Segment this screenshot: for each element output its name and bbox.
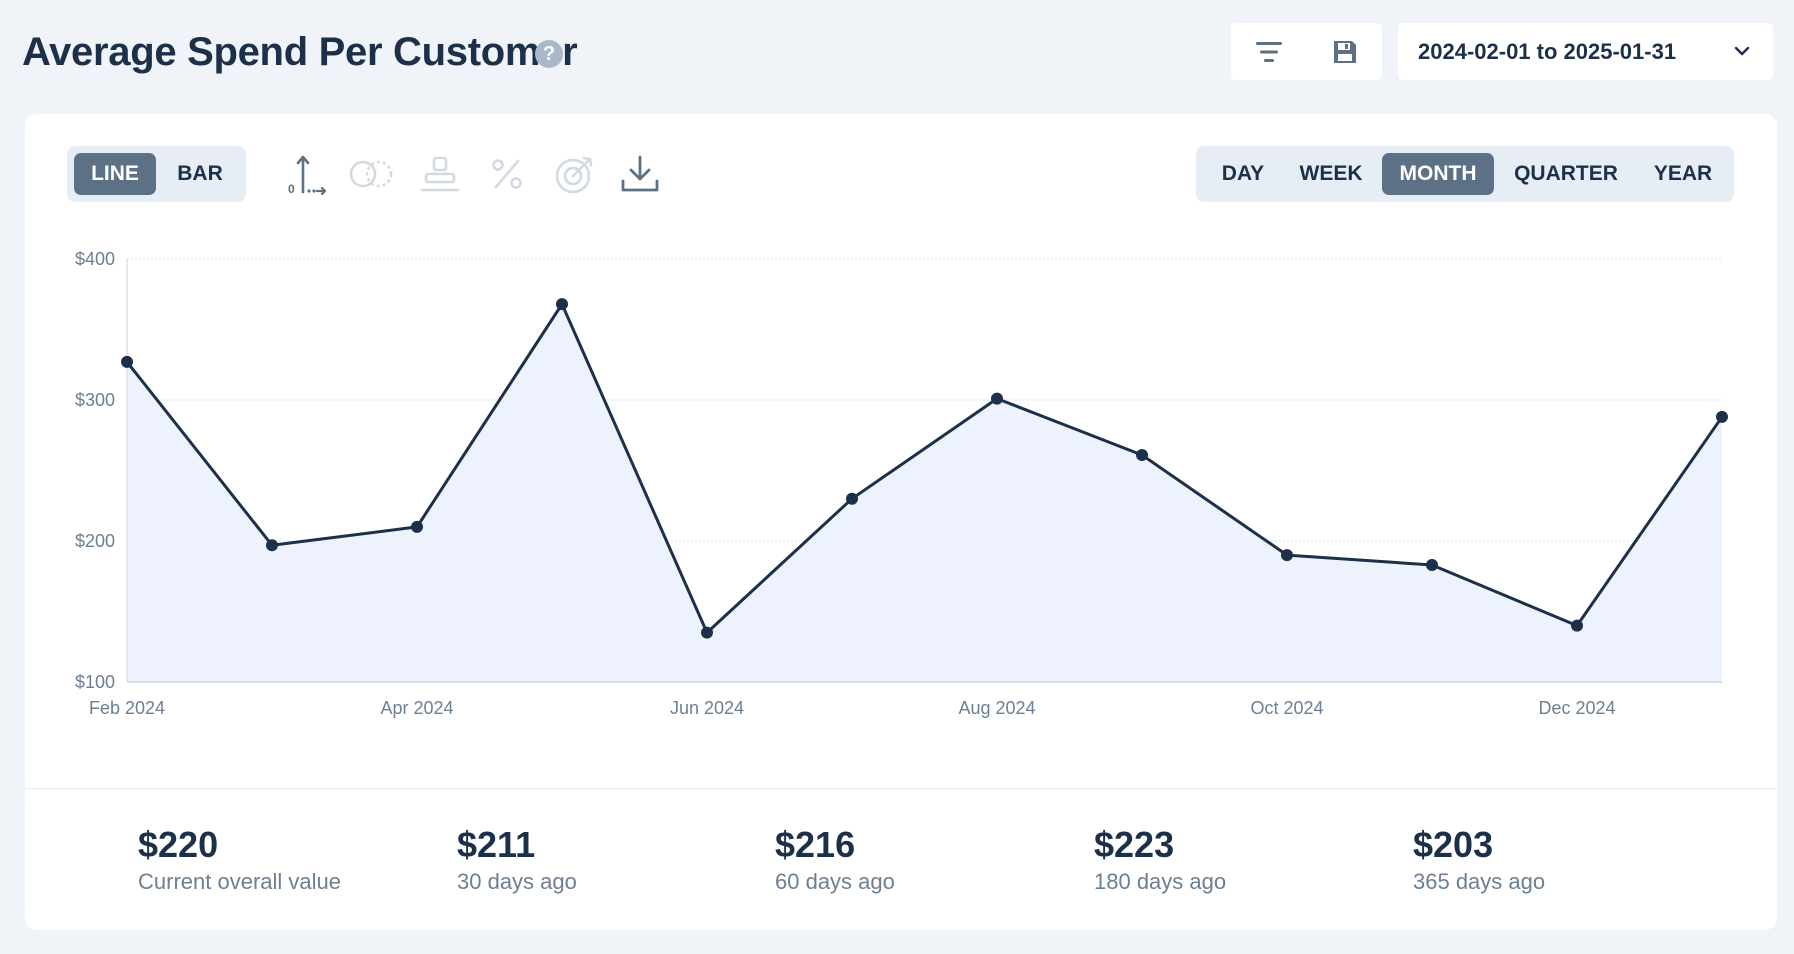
chevron-down-icon [1734,46,1750,56]
stat-30-days: $211 30 days ago [457,822,577,896]
chart-card: LINE BAR 0 [25,114,1777,930]
data-point [701,626,713,639]
y-tick-label: $100 [75,672,115,692]
compare-icon [349,160,393,188]
help-icon[interactable]: ? [535,40,563,68]
data-point [266,539,278,552]
stat-value: $203 [1413,824,1494,865]
stat-365-days: $203 365 days ago [1413,822,1545,896]
stack-icon [420,156,460,192]
stat-180-days: $223 180 days ago [1094,822,1226,896]
x-tick-label: Feb 2024 [89,698,165,718]
download-icon [621,155,659,192]
x-tick-label: Aug 2024 [958,698,1035,718]
data-point [991,392,1003,405]
page-title: Average Spend Per Customer [22,30,578,74]
x-tick-label: Dec 2024 [1538,698,1615,718]
data-point [411,520,423,533]
stat-value: $216 [775,824,856,865]
y-tick-label: $400 [75,249,115,269]
date-range-value: 2024-02-01 to 2025-01-31 [1418,39,1677,64]
header-toolbar [1231,23,1382,80]
stat-60-days: $216 60 days ago [775,822,895,896]
data-point [1426,558,1438,571]
stat-value: $211 [457,824,536,865]
stat-label: 60 days ago [775,869,895,894]
stat-label: 365 days ago [1413,869,1546,894]
save-button[interactable] [1307,23,1382,80]
svg-text:0: 0 [288,182,295,196]
data-point [1281,549,1293,562]
data-point [1136,448,1148,461]
data-point [556,298,568,311]
chart-type-toggle: LINE BAR [67,146,246,202]
data-point [1571,619,1583,632]
stat-value: $220 [138,824,219,865]
x-tick-label: Apr 2024 [380,698,453,718]
chart-type-line[interactable]: LINE [74,153,156,195]
axis-icon: 0 [288,155,327,196]
page-header: Average Spend Per Customer ? 2024-02-01 … [0,0,1794,108]
download-button[interactable] [616,150,664,198]
data-point [846,492,858,505]
data-point [1716,410,1728,423]
period-quarter[interactable]: QUARTER [1514,162,1618,185]
date-range-select[interactable]: 2024-02-01 to 2025-01-31 [1398,23,1773,80]
target-icon [555,156,593,194]
line-chart: $100 $200 $300 $400 Feb 2024 Apr 2024 Jun 2024… [75,249,1728,718]
save-icon [1333,40,1356,63]
period-toggle: DAY WEEK MONTH QUARTER YEAR [1196,146,1734,202]
period-month[interactable]: MONTH [1382,153,1494,195]
chart-type-bar[interactable]: BAR [177,162,223,185]
stat-current: $220 Current overall value [138,822,341,896]
period-week[interactable]: WEEK [1299,162,1363,185]
filter-button[interactable] [1231,23,1306,80]
x-tick-label: Oct 2024 [1250,698,1323,718]
stat-label: 30 days ago [457,869,577,894]
percent-tool-button[interactable] [483,150,531,198]
stack-tool-button[interactable] [416,150,464,198]
stat-label: 180 days ago [1094,869,1227,894]
filter-icon [1255,41,1282,62]
stat-value: $223 [1094,824,1175,865]
x-tick-label: Jun 2024 [670,698,744,718]
period-year[interactable]: YEAR [1653,162,1713,185]
area-fill [127,304,1722,682]
divider [25,788,1777,789]
target-tool-button[interactable] [551,150,599,198]
axis-tool-button[interactable]: 0 [283,150,331,198]
compare-tool-button[interactable] [348,150,396,198]
y-tick-label: $300 [75,390,115,410]
period-day[interactable]: DAY [1221,162,1265,185]
percent-icon [492,159,522,189]
y-tick-label: $200 [75,531,115,551]
data-point [121,355,133,368]
stat-label: Current overall value [138,869,341,894]
series-line [125,302,1724,635]
